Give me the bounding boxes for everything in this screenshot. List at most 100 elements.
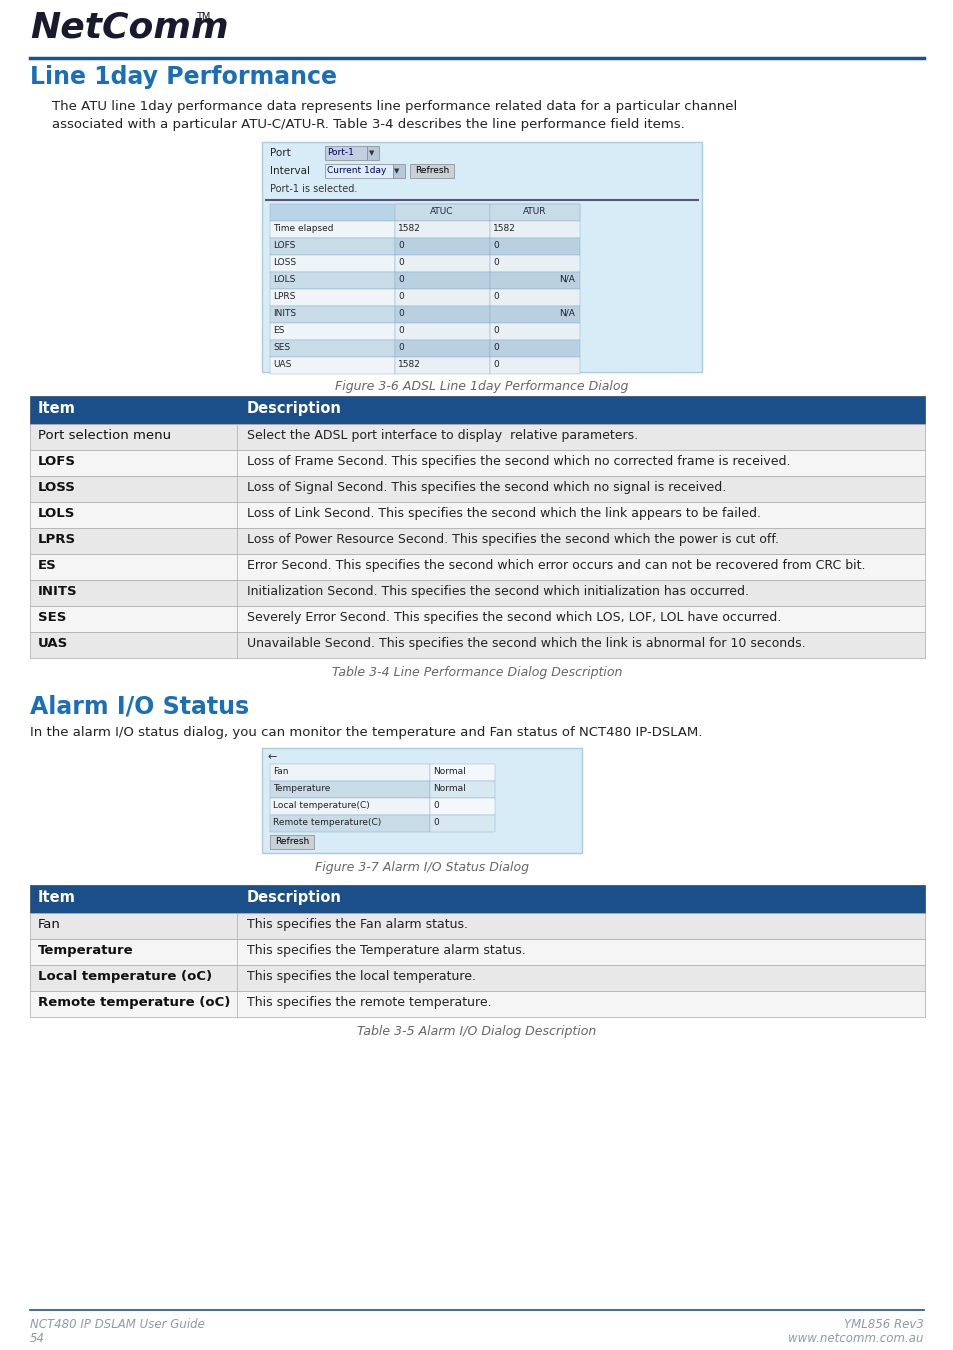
Text: UAS: UAS — [38, 637, 69, 649]
Text: Line 1day Performance: Line 1day Performance — [30, 65, 336, 89]
Text: 0: 0 — [493, 360, 498, 369]
Text: ATUR: ATUR — [522, 207, 546, 216]
Text: Remote temperature(C): Remote temperature(C) — [273, 818, 381, 828]
Bar — [490, 238, 579, 255]
Text: Fan: Fan — [38, 918, 61, 932]
Text: ES: ES — [38, 559, 56, 572]
Text: 0: 0 — [493, 343, 498, 352]
Bar — [270, 306, 395, 323]
Text: This specifies the local temperature.: This specifies the local temperature. — [247, 971, 476, 983]
Text: 0: 0 — [397, 309, 403, 319]
Bar — [262, 142, 701, 373]
Text: The ATU line 1day performance data represents line performance related data for : The ATU line 1day performance data repre… — [52, 100, 737, 113]
Bar — [367, 146, 378, 161]
Text: Item: Item — [38, 401, 76, 416]
Text: ▼: ▼ — [394, 167, 399, 174]
Text: UAS: UAS — [273, 360, 291, 369]
Bar — [30, 940, 924, 965]
Bar — [410, 163, 454, 178]
Text: N/A: N/A — [558, 309, 575, 319]
Bar — [30, 477, 924, 502]
Bar — [30, 554, 924, 580]
Bar — [30, 991, 924, 1017]
Text: 0: 0 — [397, 292, 403, 301]
Text: 0: 0 — [493, 292, 498, 301]
Text: This specifies the Fan alarm status.: This specifies the Fan alarm status. — [247, 918, 468, 932]
Text: Local temperature (oC): Local temperature (oC) — [38, 971, 212, 983]
Text: 0: 0 — [397, 275, 403, 284]
Text: Refresh: Refresh — [274, 837, 309, 846]
Bar — [270, 289, 395, 306]
Text: 0: 0 — [493, 325, 498, 335]
Bar — [395, 323, 490, 340]
Bar — [30, 502, 924, 528]
Text: Unavailable Second. This specifies the second which the link is abnormal for 10 : Unavailable Second. This specifies the s… — [247, 637, 804, 649]
Text: LPRS: LPRS — [38, 533, 76, 545]
Bar — [325, 163, 393, 178]
Bar — [270, 221, 395, 238]
Bar — [270, 356, 395, 374]
Bar — [270, 271, 395, 289]
Bar — [430, 782, 495, 798]
Text: 1582: 1582 — [397, 360, 420, 369]
Text: Loss of Power Resource Second. This specifies the second which the power is cut : Loss of Power Resource Second. This spec… — [247, 533, 779, 545]
Text: 0: 0 — [493, 258, 498, 267]
Bar — [490, 356, 579, 374]
Text: Figure 3-7 Alarm I/O Status Dialog: Figure 3-7 Alarm I/O Status Dialog — [314, 861, 529, 873]
Bar — [430, 798, 495, 815]
Text: Select the ADSL port interface to display  relative parameters.: Select the ADSL port interface to displa… — [247, 429, 638, 441]
Text: SES: SES — [38, 612, 67, 624]
Bar — [30, 424, 924, 450]
Bar — [490, 289, 579, 306]
Bar — [30, 396, 924, 424]
Bar — [490, 271, 579, 289]
Bar — [270, 764, 430, 782]
Text: Item: Item — [38, 890, 76, 905]
Bar — [270, 204, 579, 221]
Bar — [490, 255, 579, 271]
Text: NetComm: NetComm — [30, 9, 229, 45]
Text: Alarm I/O Status: Alarm I/O Status — [30, 694, 249, 718]
Bar — [490, 306, 579, 323]
Text: 0: 0 — [397, 242, 403, 250]
Text: N/A: N/A — [558, 275, 575, 284]
Bar — [30, 580, 924, 606]
Text: SES: SES — [273, 343, 290, 352]
Text: 54: 54 — [30, 1332, 45, 1345]
Bar — [270, 323, 395, 340]
Bar — [270, 798, 430, 815]
Text: Temperature: Temperature — [38, 944, 133, 957]
Text: LOSS: LOSS — [273, 258, 295, 267]
Text: Description: Description — [247, 401, 341, 416]
Text: 0: 0 — [397, 343, 403, 352]
Bar — [270, 815, 430, 832]
Text: In the alarm I/O status dialog, you can monitor the temperature and Fan status o: In the alarm I/O status dialog, you can … — [30, 726, 701, 738]
Text: 0: 0 — [397, 325, 403, 335]
Bar — [30, 450, 924, 477]
Text: Port-1: Port-1 — [327, 148, 354, 157]
Bar — [395, 289, 490, 306]
Text: Port-1 is selected.: Port-1 is selected. — [270, 184, 357, 194]
Text: Severely Error Second. This specifies the second which LOS, LOF, LOL have occurr: Severely Error Second. This specifies th… — [247, 612, 781, 624]
Bar — [490, 323, 579, 340]
Text: This specifies the remote temperature.: This specifies the remote temperature. — [247, 996, 491, 1008]
Bar — [270, 340, 395, 356]
Text: LOSS: LOSS — [38, 481, 76, 494]
Bar — [395, 271, 490, 289]
Text: Temperature: Temperature — [273, 784, 330, 792]
Text: Loss of Frame Second. This specifies the second which no corrected frame is rece: Loss of Frame Second. This specifies the… — [247, 455, 790, 468]
Text: TM: TM — [195, 12, 211, 22]
Text: Time elapsed: Time elapsed — [273, 224, 334, 234]
Bar — [262, 748, 581, 853]
Text: Figure 3-6 ADSL Line 1day Performance Dialog: Figure 3-6 ADSL Line 1day Performance Di… — [335, 379, 628, 393]
Bar — [395, 221, 490, 238]
Text: ←: ← — [268, 752, 277, 761]
Bar — [30, 886, 924, 913]
Text: Refresh: Refresh — [415, 166, 449, 176]
Text: Port: Port — [270, 148, 291, 158]
Text: Remote temperature (oC): Remote temperature (oC) — [38, 996, 230, 1008]
Bar — [430, 764, 495, 782]
Bar — [30, 632, 924, 657]
Text: This specifies the Temperature alarm status.: This specifies the Temperature alarm sta… — [247, 944, 525, 957]
Bar — [270, 782, 430, 798]
